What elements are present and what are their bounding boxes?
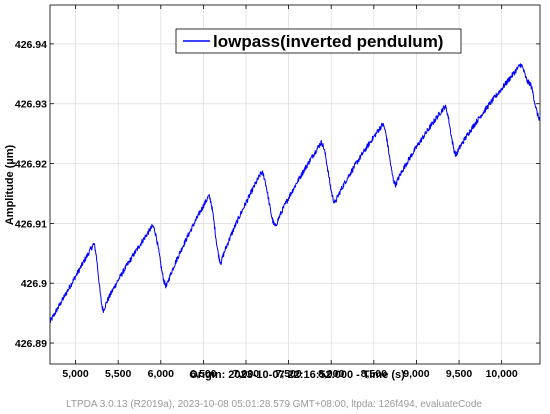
x-axis-label: Origin: 2023-10-07 22:16:52.000 - Time (…: [189, 369, 405, 381]
y-tick-label: 426.92: [15, 159, 47, 171]
y-tick-label: 426.93: [15, 99, 47, 111]
x-tick-label: 8,000: [318, 368, 344, 380]
series-line-lowpass: [50, 63, 540, 324]
legend-label: lowpass(inverted pendulum): [213, 32, 443, 51]
x-tick-label: 9,000: [403, 368, 429, 380]
legend-box: [175, 28, 462, 54]
y-tick-label: 426.94: [15, 39, 47, 51]
x-tick-label: 7,000: [233, 368, 259, 380]
x-tick-label: 10,000: [486, 368, 518, 380]
plot-frame: [49, 4, 541, 365]
y-tick-label: 426.89: [15, 338, 47, 350]
plot-area: [50, 5, 540, 364]
y-tick-label: 426.91: [15, 218, 47, 230]
x-tick-label: 6,500: [190, 368, 216, 380]
y-tick-label: 426.9: [21, 278, 47, 290]
legend: lowpass(inverted pendulum): [175, 28, 462, 54]
x-ticks: 5,000 5,500 6,000 6,500 7,000 7,500 8,000 8,500…: [62, 5, 518, 380]
footer-text: LTPDA 3.0.13 (R2019a), 2023-10-08 05:01:…: [66, 399, 482, 410]
x-tick-label: 5,500: [105, 368, 131, 380]
x-tick-label: 6,000: [148, 368, 174, 380]
y-axis-label: Amplitude (µm): [4, 145, 16, 226]
x-tick-label: 9,500: [446, 368, 472, 380]
x-tick-label: 8,500: [361, 368, 387, 380]
x-tick-label: 5,000: [62, 368, 88, 380]
series-group: [50, 63, 540, 324]
y-ticks: 426.89 426.9 426.91 426.92 426.93 426.94: [15, 39, 540, 350]
x-tick-label: 7,500: [275, 368, 301, 380]
